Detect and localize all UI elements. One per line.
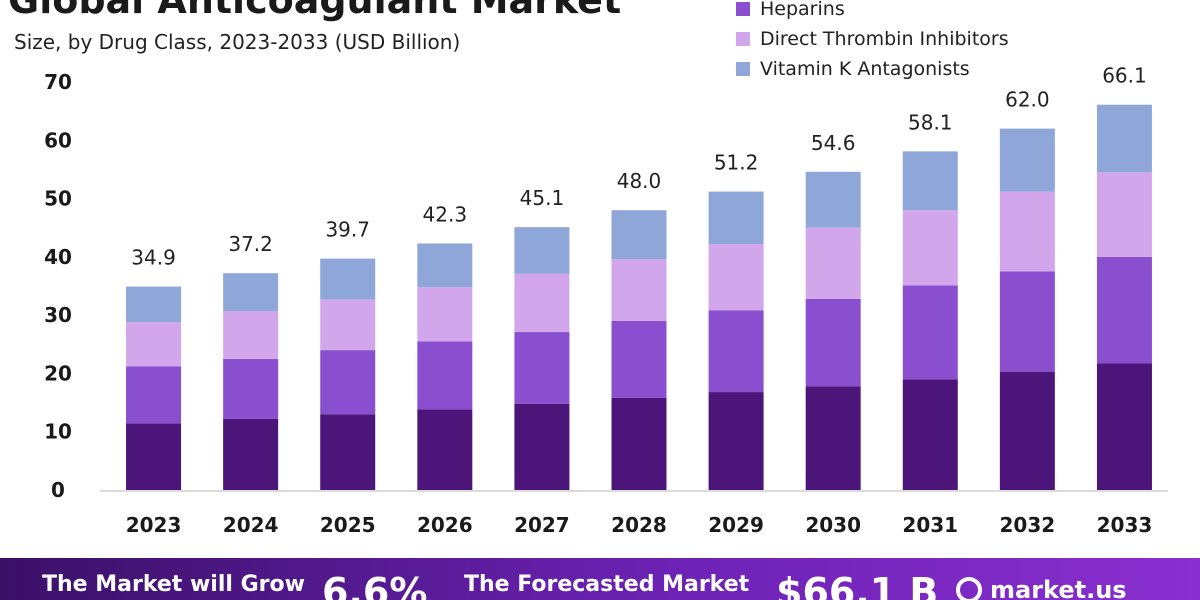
x-tick-label-2024: 2024 (223, 513, 279, 537)
x-tick-label-2027: 2027 (514, 513, 570, 537)
x-tick-label-2023: 2023 (126, 513, 182, 537)
bar-2031-heparins (902, 285, 958, 380)
bar-2026-vitamin-k-antagonists (417, 243, 473, 288)
bar-2024-direct-thrombin-inhibitors (223, 311, 279, 359)
bar-2027-direct-thrombin-inhibitors (514, 273, 570, 333)
x-tick-label-2028: 2028 (611, 513, 667, 537)
bar-2028-others (611, 397, 667, 490)
bar-2030-vitamin-k-antagonists (805, 171, 861, 228)
bar-2033-heparins (1096, 256, 1152, 364)
x-tick-label-2025: 2025 (320, 513, 376, 537)
total-label-2031: 58.1 (908, 110, 953, 134)
legend-swatch-direct-thrombin-inhibitors (736, 32, 750, 46)
bar-2026-heparins (417, 341, 473, 410)
y-tick-label-0: 0 (51, 478, 65, 502)
banner-grow-text: The Market will Grow (42, 572, 305, 597)
legend-swatch-heparins (736, 2, 750, 16)
logo-mark-icon (956, 577, 982, 600)
bar-2026-direct-thrombin-inhibitors (417, 287, 473, 342)
bar-2025-others (320, 414, 376, 490)
total-label-2027: 45.1 (520, 186, 565, 210)
y-tick-label-70: 70 (44, 70, 72, 94)
y-tick-label-40: 40 (44, 245, 72, 269)
bar-2029-others (708, 392, 764, 490)
total-label-2024: 37.2 (228, 232, 273, 256)
x-tick-label-2032: 2032 (1000, 513, 1056, 537)
stacked-bar-chart: 01020304050607034.9202337.2202439.720254… (44, 64, 1168, 537)
total-label-2026: 42.3 (423, 202, 468, 226)
x-tick-label-2029: 2029 (708, 513, 764, 537)
bar-2033-vitamin-k-antagonists (1096, 104, 1152, 173)
x-tick-label-2026: 2026 (417, 513, 473, 537)
bar-2028-vitamin-k-antagonists (611, 210, 667, 260)
logo-text: market.us (990, 576, 1127, 600)
y-tick-label-50: 50 (44, 187, 72, 211)
y-tick-label-30: 30 (44, 303, 72, 327)
bar-2031-direct-thrombin-inhibitors (902, 210, 958, 286)
total-label-2023: 34.9 (131, 246, 176, 270)
bar-2029-direct-thrombin-inhibitors (708, 244, 764, 311)
bar-2023-heparins (126, 366, 182, 424)
y-tick-label-60: 60 (44, 128, 72, 152)
banner-cagr-value: 6.6% (322, 570, 428, 600)
total-label-2030: 54.6 (811, 131, 856, 155)
legend-label-vitamin-k-antagonists: Vitamin K Antagonists (760, 58, 970, 80)
banner-forecast-value: $66.1 B (776, 570, 939, 600)
total-label-2029: 51.2 (714, 151, 759, 175)
bar-2033-direct-thrombin-inhibitors (1096, 172, 1152, 257)
y-tick-label-10: 10 (44, 420, 72, 444)
bar-2032-others (999, 371, 1055, 490)
bar-2030-heparins (805, 298, 861, 387)
bar-2024-others (223, 418, 279, 490)
bar-2033-others (1096, 363, 1152, 490)
bar-2029-vitamin-k-antagonists (708, 191, 764, 245)
bar-2030-direct-thrombin-inhibitors (805, 227, 861, 299)
total-label-2033: 66.1 (1102, 64, 1147, 88)
legend-item-heparins: Heparins (736, 0, 1009, 24)
bar-2023-direct-thrombin-inhibitors (126, 322, 182, 367)
bar-2027-others (514, 403, 570, 490)
bar-2027-vitamin-k-antagonists (514, 227, 570, 274)
chart-title: Global Anticoagulant Market (8, 0, 622, 22)
bar-2028-heparins (611, 320, 667, 398)
bar-2028-direct-thrombin-inhibitors (611, 259, 667, 321)
chart-legend: Heparins Direct Thrombin Inhibitors Vita… (736, 0, 1009, 84)
bar-2025-vitamin-k-antagonists (320, 258, 376, 300)
bar-2025-direct-thrombin-inhibitors (320, 299, 376, 351)
legend-item-direct-thrombin-inhibitors: Direct Thrombin Inhibitors (736, 24, 1009, 54)
bar-2032-direct-thrombin-inhibitors (999, 191, 1055, 272)
bar-2032-heparins (999, 271, 1055, 372)
x-tick-label-2031: 2031 (902, 513, 958, 537)
bar-2025-heparins (320, 350, 376, 415)
legend-label-direct-thrombin-inhibitors: Direct Thrombin Inhibitors (760, 28, 1009, 50)
total-label-2032: 62.0 (1005, 88, 1050, 112)
x-tick-label-2030: 2030 (805, 513, 861, 537)
bar-2030-others (805, 386, 861, 490)
total-label-2028: 48.0 (617, 169, 662, 193)
bar-2029-heparins (708, 310, 764, 393)
banner-forecast-text: The Forecasted Market (464, 572, 750, 597)
x-tick-label-2033: 2033 (1097, 513, 1153, 537)
legend-label-heparins: Heparins (760, 0, 845, 20)
bar-2026-others (417, 409, 473, 490)
bar-2031-others (902, 379, 958, 490)
bar-2024-vitamin-k-antagonists (223, 273, 279, 312)
total-label-2025: 39.7 (325, 218, 370, 242)
legend-swatch-vitamin-k-antagonists (736, 62, 750, 76)
bar-2024-heparins (223, 358, 279, 419)
footer-banner: The Market will Grow 6.6% The Forecasted… (0, 558, 1200, 600)
legend-item-vitamin-k-antagonists: Vitamin K Antagonists (736, 54, 1009, 84)
bar-2032-vitamin-k-antagonists (999, 128, 1055, 192)
bar-2027-heparins (514, 332, 570, 404)
y-tick-label-20: 20 (44, 361, 72, 385)
bar-2023-vitamin-k-antagonists (126, 286, 182, 323)
market-us-logo: market.us (956, 576, 1127, 600)
bar-2023-others (126, 423, 182, 490)
chart-subtitle: Size, by Drug Class, 2023-2033 (USD Bill… (14, 30, 461, 54)
bar-2031-vitamin-k-antagonists (902, 151, 958, 211)
